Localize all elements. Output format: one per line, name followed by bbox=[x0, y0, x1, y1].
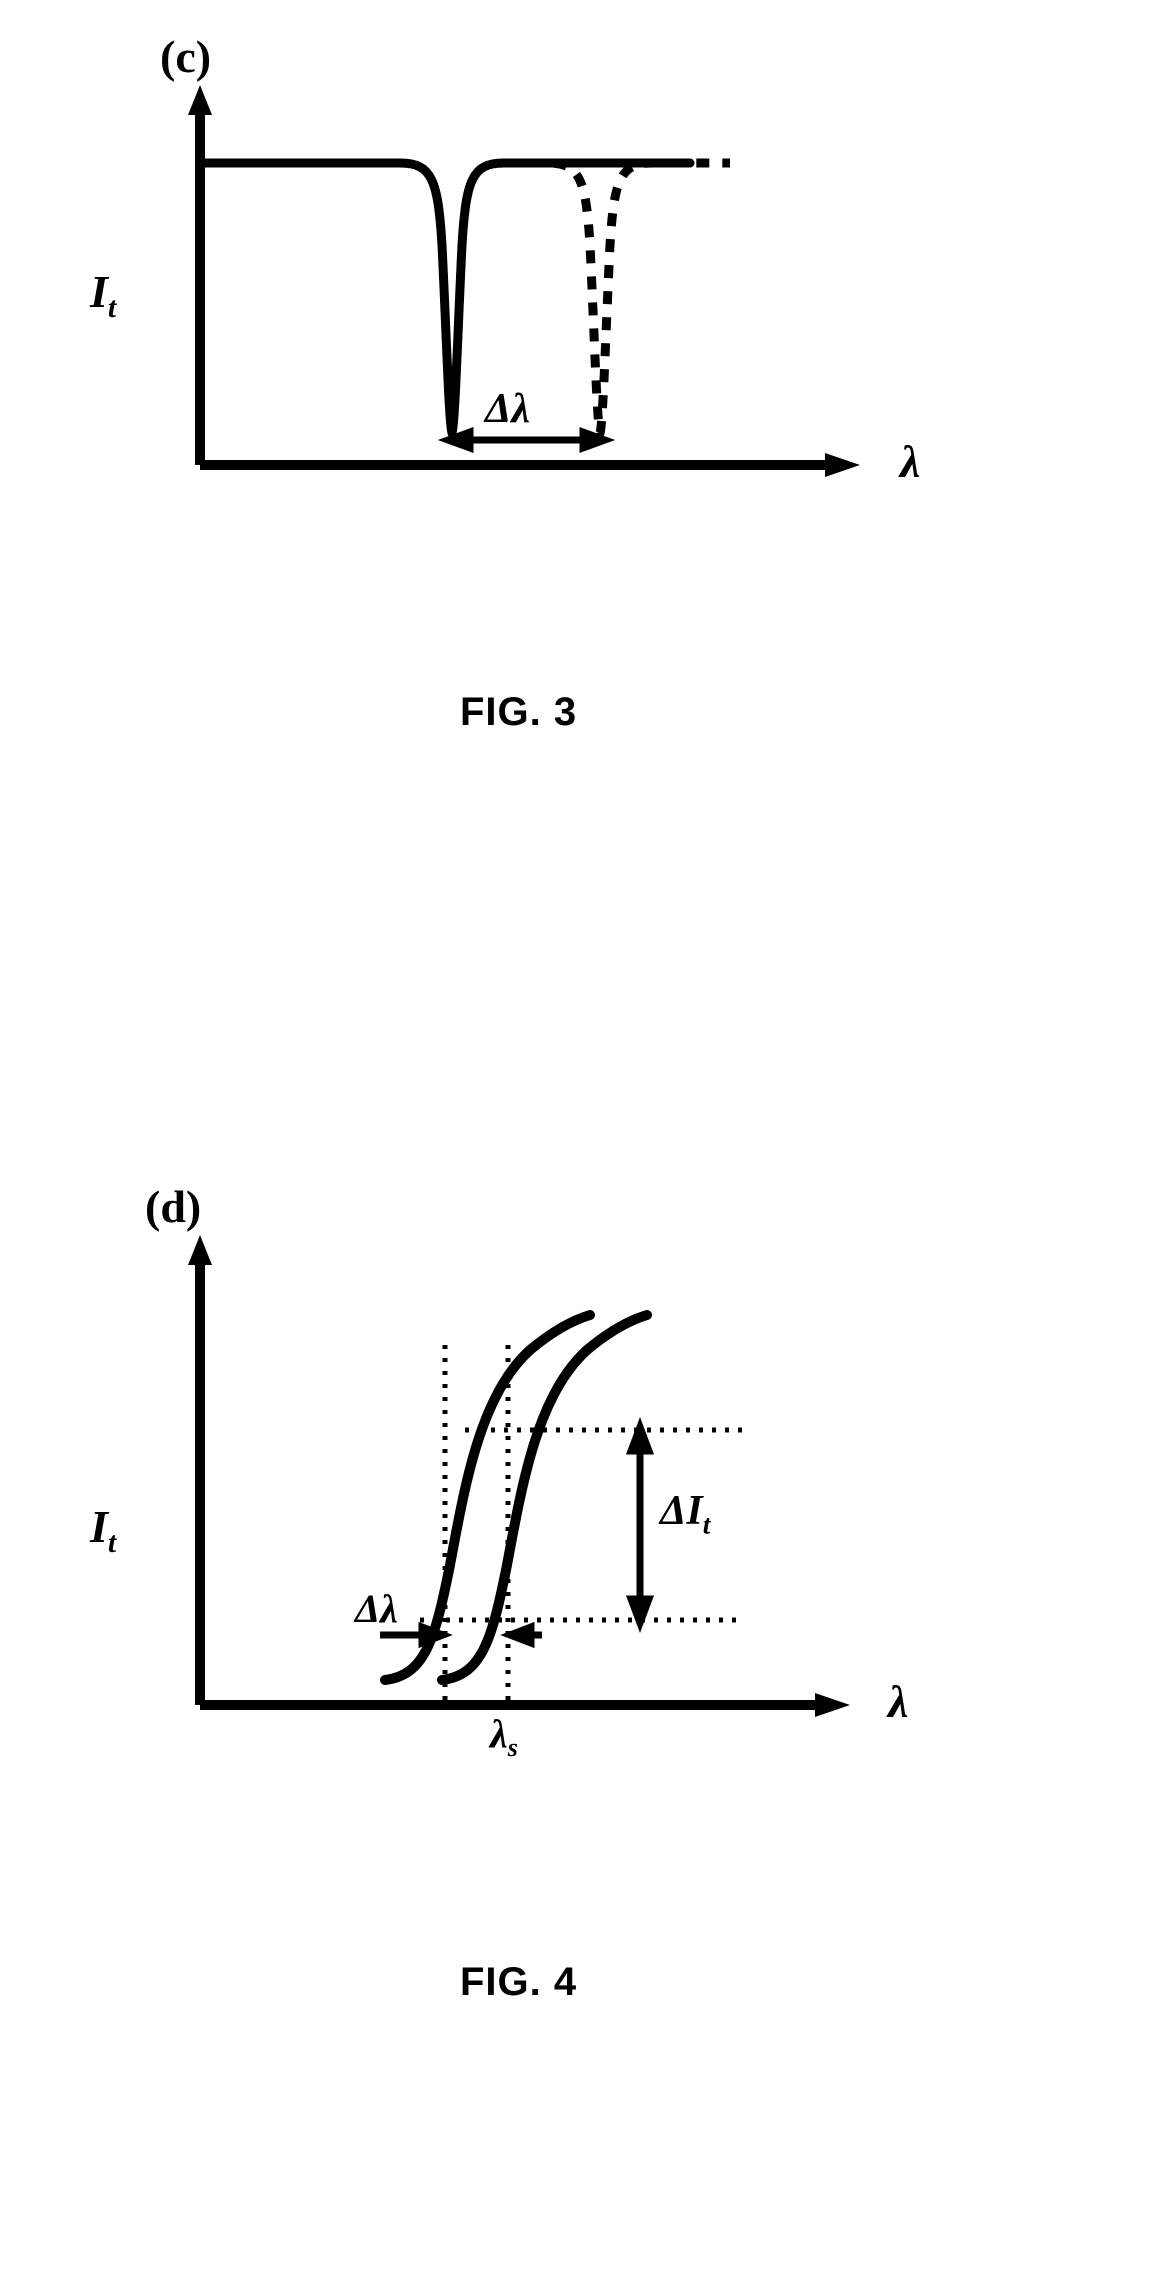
x-axis-label: λ bbox=[888, 1675, 908, 1728]
xs-label: λs bbox=[490, 1710, 518, 1763]
y-axis-label: It bbox=[90, 265, 116, 325]
figure-3: (c) It bbox=[130, 30, 950, 570]
y-arrow-icon bbox=[188, 85, 212, 115]
y-axis-label: It bbox=[90, 1500, 116, 1560]
delta-I-label: ΔIt bbox=[660, 1487, 710, 1540]
delta-lambda-arrows-icon bbox=[380, 1627, 542, 1643]
delta-lambda-label: Δλ bbox=[355, 1585, 398, 1632]
delta-lambda-arrow-icon bbox=[448, 432, 605, 448]
dashed-curve bbox=[502, 163, 730, 433]
delta-lambda-label: Δλ bbox=[485, 385, 530, 433]
panel-label-d: (d) bbox=[145, 1180, 201, 1233]
x-arrow-icon bbox=[825, 453, 860, 477]
s-curve-1 bbox=[385, 1315, 590, 1680]
panel-label-c: (c) bbox=[160, 30, 211, 83]
x-axis-label: λ bbox=[900, 435, 920, 488]
y-arrow-icon bbox=[188, 1235, 212, 1265]
solid-curve bbox=[205, 163, 690, 433]
x-arrow-icon bbox=[815, 1693, 850, 1717]
s-curve-2 bbox=[442, 1315, 647, 1680]
fig4-plot bbox=[170, 1235, 890, 1755]
fig3-plot bbox=[170, 85, 890, 505]
figure-4: (d) It bbox=[130, 1180, 950, 1820]
fig4-caption: FIG. 4 bbox=[460, 1960, 577, 2005]
delta-I-arrow-icon bbox=[631, 1427, 649, 1623]
fig3-caption: FIG. 3 bbox=[460, 690, 577, 735]
page: (c) It bbox=[0, 0, 1155, 2277]
